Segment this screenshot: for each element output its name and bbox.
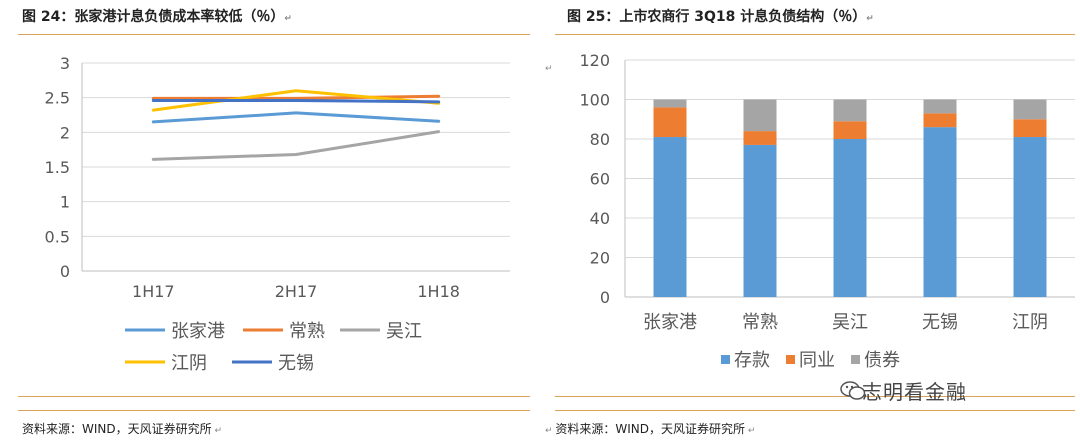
- y-tick-label: 60: [590, 170, 610, 189]
- legend-label: 江阴: [171, 353, 207, 374]
- series-line-0: [151, 111, 441, 124]
- left-chart-title: 图 24：张家港计息负债成本率较低（％）↵: [22, 9, 292, 25]
- right-chart-title: 图 25：上市农商行 3Q18 计息负债结构（％）↵: [567, 9, 874, 25]
- bar-segment-1: [743, 131, 777, 145]
- y-tick-label: 2.5: [45, 89, 70, 108]
- title-rule: [18, 34, 530, 35]
- x-tick-label: 吴江: [832, 312, 868, 333]
- bar-segment-0: [923, 127, 957, 298]
- left-source: 资料来源：WIND，天风证券研究所 ↵: [22, 422, 223, 436]
- x-tick-label: 张家港: [643, 312, 697, 333]
- y-tick-label: 2: [60, 123, 70, 142]
- y-tick-label: 80: [590, 130, 610, 149]
- legend-swatch: [786, 355, 795, 364]
- series-line-3: [151, 89, 441, 112]
- legend-label: 吴江: [386, 321, 422, 342]
- series-line-2: [151, 130, 441, 161]
- return-mark: ↵: [211, 426, 223, 436]
- bar-segment-1: [653, 107, 687, 138]
- legend-label: 同业: [799, 350, 835, 371]
- bar-segment-2: [653, 99, 687, 108]
- title-rule: [555, 34, 1075, 35]
- bar-segment-1: [923, 113, 957, 128]
- wechat-icon: [840, 381, 866, 400]
- right-panel: 图 25：上市农商行 3Q18 计息负债结构（％）↵ ↵ 0 20 40 60 80 10…: [545, 0, 1080, 442]
- x-tick-label: 江阴: [1012, 312, 1048, 333]
- y-tick-label: 100: [579, 91, 610, 110]
- y-tick-label: 40: [590, 209, 610, 228]
- y-tick-label: 120: [579, 51, 610, 70]
- watermark-text: 志明看金融: [862, 380, 967, 404]
- bar-segment-1: [833, 121, 867, 139]
- x-tick-label: 无锡: [922, 312, 958, 333]
- bar-segment-0: [1013, 137, 1047, 297]
- return-mark: ↵: [545, 64, 553, 74]
- y-tick-label: 3: [60, 54, 70, 73]
- bar-segment-2: [1013, 99, 1047, 120]
- legend-label: 常熟: [289, 321, 325, 342]
- return-mark: ↵: [745, 426, 756, 436]
- return-mark: ↵: [866, 14, 874, 24]
- bar-segment-1: [1013, 119, 1047, 138]
- return-mark: ↵: [545, 426, 556, 436]
- y-tick-label: 0: [60, 262, 70, 281]
- left-panel: 图 24：张家港计息负债成本率较低（％）↵ 0 0.5 1 1.5 2 2.5 3 1H17 2…: [0, 0, 535, 442]
- bar-segment-2: [923, 99, 957, 114]
- bar-segment-2: [743, 99, 777, 132]
- legend-label: 存款: [734, 350, 770, 371]
- bar-segment-0: [833, 139, 867, 297]
- series-line-4: [151, 98, 441, 104]
- y-tick-label: 1.5: [45, 158, 70, 177]
- y-tick-label: 0.5: [45, 227, 70, 246]
- x-tick-label: 1H17: [132, 282, 175, 301]
- y-tick-label: 1: [60, 193, 70, 212]
- legend-swatch: [721, 355, 730, 364]
- x-tick-label: 常熟: [742, 312, 778, 333]
- legend-label: 无锡: [278, 353, 314, 374]
- x-tick-label: 1H18: [417, 282, 460, 301]
- legend-swatch: [851, 355, 860, 364]
- x-tick-label: 2H17: [275, 282, 318, 301]
- bottom-rule-2: [18, 410, 530, 411]
- return-mark: ↵: [284, 14, 292, 24]
- legend-label: 债券: [864, 350, 900, 371]
- bar-segment-0: [743, 144, 777, 297]
- bottom-rule-2: [555, 410, 1075, 411]
- bottom-rule: [18, 396, 530, 397]
- right-source: ↵ 资料来源：WIND，天风证券研究所 ↵: [545, 422, 756, 436]
- bottom-rule: [555, 396, 1075, 397]
- y-tick-label: 0: [600, 288, 610, 307]
- bar-segment-0: [653, 137, 687, 297]
- series-line-1: [151, 94, 441, 100]
- bar-segment-2: [833, 99, 867, 122]
- legend-label: 张家港: [171, 321, 225, 342]
- y-tick-label: 20: [590, 249, 610, 268]
